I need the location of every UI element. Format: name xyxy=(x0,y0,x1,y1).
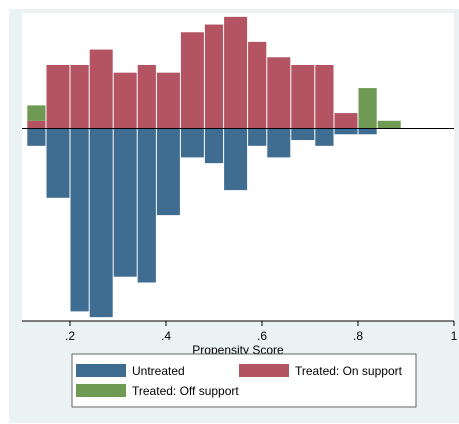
x-tick-label: .8 xyxy=(353,329,363,343)
bar-series2-bin2 xyxy=(377,120,401,129)
bar-series1-bin13 xyxy=(315,64,334,129)
chart-background: .2.4.6.8 1 Propensity Score Untreated Tre… xyxy=(9,9,459,423)
bar-series0-bin4 xyxy=(113,128,137,277)
bar-series1-bin4 xyxy=(113,72,137,129)
x-tick-label: .6 xyxy=(257,329,267,343)
bar-series0-bin7 xyxy=(180,128,204,158)
bar-series1-bin9 xyxy=(224,16,248,129)
bar-series0-bin10 xyxy=(248,128,267,146)
legend: Untreated Treated: On support Treated: O… xyxy=(71,353,417,408)
bar-series0-bin5 xyxy=(137,128,156,283)
bar-series0-bin9 xyxy=(224,128,248,191)
bar-series0-bin1 xyxy=(46,128,70,198)
bar-series0-bin14 xyxy=(334,128,358,135)
legend-swatch-treated-on xyxy=(239,364,289,377)
bar-series1-bin2 xyxy=(70,64,89,129)
bars-layer xyxy=(27,16,401,318)
legend-label-untreated: Untreated xyxy=(132,364,185,378)
x-tick-label: .4 xyxy=(161,329,171,343)
bar-series1-bin7 xyxy=(180,32,204,129)
legend-swatch-untreated xyxy=(76,364,126,377)
legend-box xyxy=(71,353,417,408)
x-tick-label: 1 xyxy=(451,329,458,343)
bar-series2-bin1 xyxy=(358,88,377,129)
bar-series0-bin15 xyxy=(358,128,377,135)
legend-label-treated-off: Treated: Off support xyxy=(132,384,239,398)
bar-series0-bin13 xyxy=(315,128,334,146)
x-tick-label: .2 xyxy=(65,329,75,343)
propensity-histogram: .2.4.6.8 1 Propensity Score Untreated Tre… xyxy=(22,13,458,408)
bar-series1-bin1 xyxy=(46,64,70,129)
bar-series1-bin11 xyxy=(267,57,291,129)
bar-series0-bin8 xyxy=(204,128,224,164)
x-ticks: .2 .4 .6 .8 1 xyxy=(65,321,458,343)
bar-series0-bin2 xyxy=(70,128,89,312)
bar-series0-bin3 xyxy=(89,128,113,318)
legend-swatch-treated-off xyxy=(76,384,126,397)
bar-series1-bin3 xyxy=(89,49,113,129)
bar-series1-bin6 xyxy=(156,72,180,129)
bar-series0-bin12 xyxy=(291,128,315,141)
bar-series0-bin6 xyxy=(156,128,180,216)
bar-series1-bin10 xyxy=(248,41,267,129)
legend-label-treated-on: Treated: On support xyxy=(295,364,403,378)
bar-series1-bin14 xyxy=(334,113,358,129)
bar-series1-bin0 xyxy=(27,120,46,129)
bar-series0-bin11 xyxy=(267,128,291,158)
bar-series1-bin8 xyxy=(204,24,224,129)
bar-series2-bin0 xyxy=(27,105,46,121)
bar-series0-bin0 xyxy=(27,128,46,146)
bar-series1-bin5 xyxy=(137,64,156,129)
bar-series1-bin12 xyxy=(291,64,315,129)
